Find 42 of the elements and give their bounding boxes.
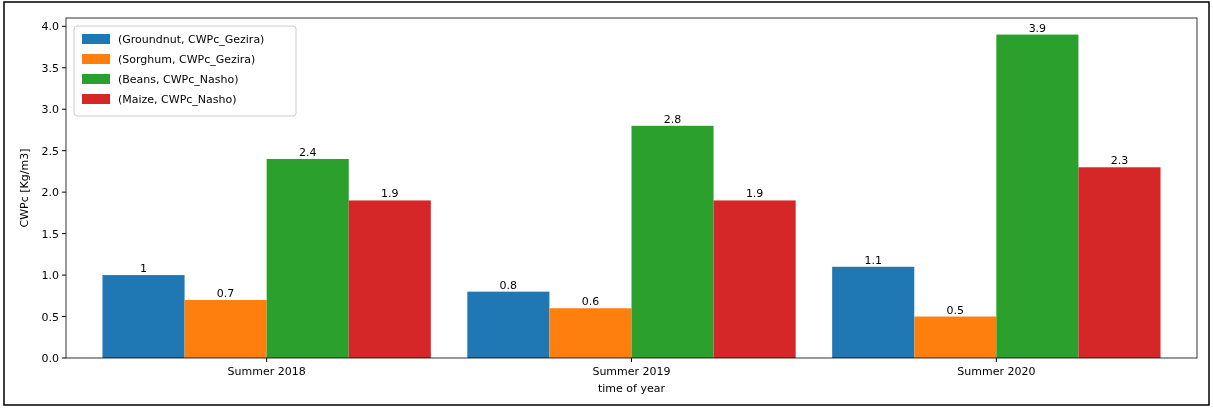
bar: [832, 266, 915, 358]
data-label: 1.9: [381, 187, 399, 201]
data-label: 1.9: [745, 187, 764, 201]
bar: [348, 200, 431, 358]
legend-label: (Sorghum, CWPc_Gezira): [118, 53, 256, 66]
y-tick-label: 0.0: [41, 352, 59, 365]
x-tick-label: Summer 2018: [227, 365, 306, 378]
bar: [266, 158, 349, 358]
data-label: 0.5: [946, 303, 965, 317]
x-tick-label: Summer 2020: [957, 365, 1036, 378]
y-tick-label: 2.0: [41, 186, 59, 200]
y-tick-label: 3.5: [41, 61, 59, 75]
x-axis-title: time of year: [598, 382, 666, 395]
bar: [1078, 167, 1161, 358]
data-label: 1: [140, 262, 148, 276]
legend-label: (Beans, CWPc_Nasho): [118, 73, 239, 86]
bar: [914, 316, 997, 358]
x-tick-label: Summer 2019: [592, 365, 671, 378]
data-label: 3.9: [1028, 21, 1047, 35]
bar: [713, 200, 796, 358]
data-label: 1.1: [864, 253, 882, 267]
data-label: 2.3: [1110, 154, 1129, 168]
data-label: 0.7: [216, 286, 235, 300]
y-tick-label: 1.5: [41, 227, 59, 241]
bar: [996, 34, 1079, 358]
legend-label: (Maize, CWPc_Nasho): [118, 93, 237, 106]
bar: [467, 291, 550, 358]
bar: [184, 299, 267, 358]
data-label: 0.6: [581, 295, 600, 309]
data-label: 2.4: [298, 145, 317, 159]
y-tick-label: 0.5: [41, 310, 59, 324]
bar: [549, 308, 632, 358]
y-axis-title: CWPc [Kg/m3]: [18, 148, 31, 228]
y-tick-label: 4.0: [41, 20, 59, 34]
y-tick-label: 1.0: [41, 269, 59, 283]
bar: [102, 275, 185, 358]
y-tick-label: 3.0: [41, 103, 59, 117]
data-label: 2.8: [663, 112, 682, 126]
data-label: 0.8: [499, 278, 518, 292]
y-tick-label: 2.5: [41, 144, 59, 158]
bar: [631, 125, 714, 358]
legend-label: (Groundnut, CWPc_Gezira): [118, 33, 265, 46]
